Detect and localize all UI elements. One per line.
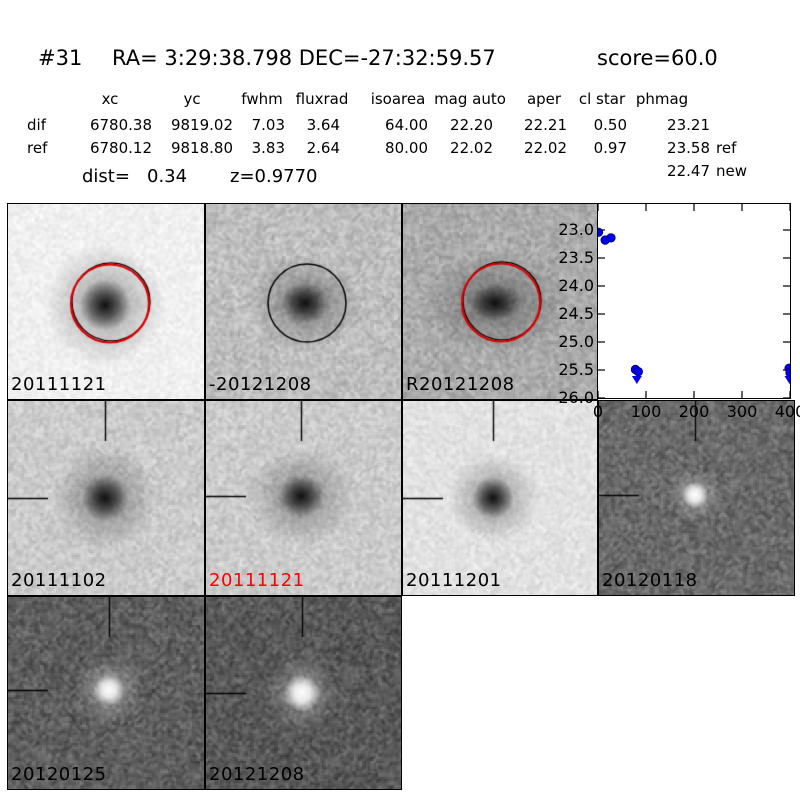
cutout-20111102 [7, 400, 205, 596]
cutout-image [206, 597, 401, 789]
cutout-20120125 [7, 596, 205, 790]
y-tick-label: 24.0 [558, 276, 594, 295]
cutout-20111121 [205, 400, 402, 596]
y-tick-label: 23.5 [558, 248, 594, 267]
row-label: ref [27, 139, 48, 157]
y-tick-label: 25.0 [558, 332, 594, 351]
value-cell: 22.21 [524, 116, 567, 134]
x-tick-label: 200 [678, 402, 710, 421]
x-tick-label: 100 [630, 402, 662, 421]
row-label: dif [27, 116, 46, 134]
value-cell: 2.64 [306, 139, 340, 157]
column-header: yc [183, 90, 201, 108]
cutout-image [8, 597, 204, 789]
value-cell: 22.02 [524, 139, 567, 157]
row-suffix: new [716, 162, 748, 180]
value-cell: 7.03 [251, 116, 285, 134]
candidate-id: #31 [38, 46, 83, 70]
value-cell: 23.58 [667, 139, 710, 157]
value-cell: 0.97 [593, 139, 627, 157]
value-cell: 0.50 [593, 116, 627, 134]
dist-label: dist= [82, 166, 130, 187]
upper-limit-marker [631, 375, 642, 384]
value-cell: 64.00 [385, 116, 428, 134]
column-header: fluxrad [295, 90, 349, 108]
y-tick-label: 23.0 [558, 220, 594, 239]
value-cell: 9819.02 [170, 116, 233, 134]
cutout-R20121208 [402, 203, 598, 400]
column-header: isoarea [370, 90, 426, 108]
column-header: aper [526, 90, 562, 108]
value-cell: 3.64 [306, 116, 340, 134]
candidate-score: score=60.0 [597, 46, 718, 70]
dist-value: 0.34 [147, 166, 188, 187]
cutout-label: 20111121 [209, 570, 305, 591]
data-point-marker [606, 233, 616, 243]
cutout-label: 20111201 [406, 570, 502, 591]
cutout-label: 20120118 [602, 570, 698, 591]
lightcurve-plot [593, 203, 795, 399]
cutout-label: 20120125 [11, 764, 107, 785]
value-cell: 22.47 [667, 162, 710, 180]
cutout-label: 20111102 [11, 570, 107, 591]
cutout--20121208 [205, 203, 402, 400]
cutout-20120118 [598, 400, 795, 596]
value-cell: 6780.12 [89, 139, 152, 157]
x-tick-label: 400 [774, 402, 800, 421]
x-tick-label: 0 [592, 402, 604, 421]
cutout-image [403, 401, 597, 595]
cutout-image [8, 401, 204, 595]
value-cell: 22.20 [450, 116, 493, 134]
redshift-value: z=0.9770 [230, 166, 318, 187]
value-cell: 23.21 [667, 116, 710, 134]
y-tick-label: 24.5 [558, 304, 594, 323]
x-tick-label: 300 [726, 402, 758, 421]
value-cell: 9818.80 [170, 139, 233, 157]
column-header: mag auto [434, 90, 506, 108]
value-cell: 80.00 [385, 139, 428, 157]
cutout-20111121 [7, 203, 205, 400]
y-tick-label: 26.0 [558, 388, 594, 407]
value-cell: 22.02 [450, 139, 493, 157]
cutout-image [8, 204, 204, 399]
row-suffix: ref [716, 139, 737, 157]
lightcurve-canvas [593, 204, 795, 399]
y-tick-label: 25.5 [558, 360, 594, 379]
cutout-image [403, 204, 597, 399]
column-header: cl star [578, 90, 626, 108]
upper-limit-marker [784, 375, 795, 384]
cutout-label: 20121208 [209, 764, 305, 785]
column-header: fwhm [241, 90, 283, 108]
cutout-20121208 [205, 596, 402, 790]
cutout-image [206, 204, 401, 399]
cutout-label: -20121208 [209, 374, 312, 395]
cutout-image [206, 401, 401, 595]
cutout-20111201 [402, 400, 598, 596]
cutout-label: R20121208 [406, 374, 515, 395]
column-header: phmag [635, 90, 689, 108]
value-cell: 3.83 [251, 139, 285, 157]
data-point-marker [633, 367, 643, 377]
column-header: xc [101, 90, 119, 108]
cutout-image [599, 401, 794, 595]
data-point-marker [593, 227, 604, 237]
candidate-coordinates: RA= 3:29:38.798 DEC=-27:32:59.57 [112, 46, 496, 70]
value-cell: 6780.38 [89, 116, 152, 134]
cutout-label: 20111121 [11, 374, 107, 395]
